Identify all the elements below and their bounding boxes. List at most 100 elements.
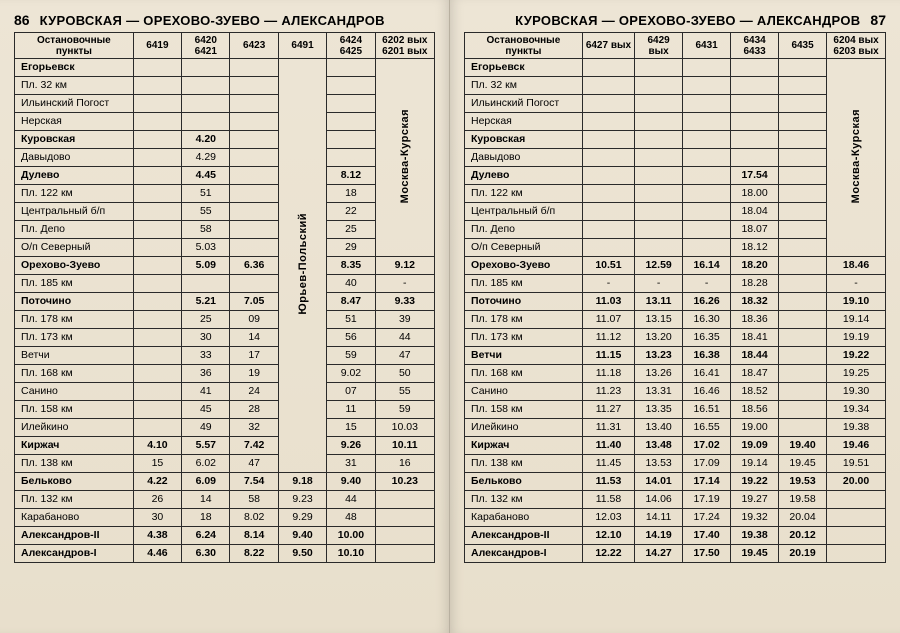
time-cell <box>582 149 634 167</box>
time-cell: 6.02 <box>182 455 230 473</box>
stop-cell: Орехово-Зуево <box>465 257 583 275</box>
time-cell: 11.15 <box>582 347 634 365</box>
stop-cell: Ильинский Погост <box>465 95 583 113</box>
time-cell: 18.12 <box>731 239 779 257</box>
time-cell <box>230 167 278 185</box>
stop-cell: Поточино <box>465 293 583 311</box>
time-cell <box>582 59 634 77</box>
train-col: 6435 <box>779 33 827 59</box>
time-cell <box>635 203 683 221</box>
time-cell: 19.45 <box>779 455 827 473</box>
time-cell <box>683 95 731 113</box>
time-cell: 09 <box>230 311 278 329</box>
time-cell: 18 <box>327 185 375 203</box>
page-number-right: 87 <box>870 12 886 28</box>
time-cell: - <box>683 275 731 293</box>
time-cell <box>133 275 181 293</box>
table-row: Давыдово4.29 <box>15 149 435 167</box>
time-cell <box>582 95 634 113</box>
time-cell: 19.38 <box>827 419 886 437</box>
time-cell <box>779 113 827 131</box>
stop-cell: Илейкино <box>15 419 134 437</box>
route-title-right: КУРОВСКАЯ — ОРЕХОВО-ЗУЕВО — АЛЕКСАНДРОВ <box>515 13 860 28</box>
stop-cell: Александров-I <box>465 545 583 563</box>
time-cell: 9.26 <box>327 437 375 455</box>
table-row: Киржач4.105.577.429.2610.11 <box>15 437 435 455</box>
stop-cell: Пл. 168 км <box>15 365 134 383</box>
time-cell: 50 <box>375 365 434 383</box>
timetable-right: Остановочные пункты 6427 вых 6429вых 643… <box>464 32 886 563</box>
table-row: Александров-II4.386.248.149.4010.00 <box>15 527 435 545</box>
table-row: Александров-I12.2214.2717.5019.4520.19 <box>465 545 886 563</box>
stop-cell: Центральный б/п <box>465 203 583 221</box>
time-cell <box>327 95 375 113</box>
table-row: Куровская4.20 <box>15 131 435 149</box>
route-title-left: КУРОВСКАЯ — ОРЕХОВО-ЗУЕВО — АЛЕКСАНДРОВ <box>40 13 385 28</box>
stop-cell: Ветчи <box>465 347 583 365</box>
stop-cell: Поточино <box>15 293 134 311</box>
time-cell: 16.14 <box>683 257 731 275</box>
stop-cell: Центральный б/п <box>15 203 134 221</box>
table-row: Илейкино49321510.03 <box>15 419 435 437</box>
table-row: Нерская <box>15 113 435 131</box>
time-cell <box>731 113 779 131</box>
time-cell: 19.34 <box>827 401 886 419</box>
time-cell: - <box>582 275 634 293</box>
table-row: Пл. 178 км25095139 <box>15 311 435 329</box>
time-cell <box>779 167 827 185</box>
table-row: Пл. 138 км11.4513.5317.0919.1419.4519.51 <box>465 455 886 473</box>
stop-cell: Пл. 138 км <box>465 455 583 473</box>
time-cell: 10.11 <box>375 437 434 455</box>
time-cell <box>683 113 731 131</box>
time-cell: 9.29 <box>278 509 326 527</box>
table-row: Илейкино11.3113.4016.5519.0019.38 <box>465 419 886 437</box>
right-page: КУРОВСКАЯ — ОРЕХОВО-ЗУЕВО — АЛЕКСАНДРОВ … <box>450 0 900 633</box>
time-cell: 9.40 <box>278 527 326 545</box>
time-cell <box>683 167 731 185</box>
train-col: 64246425 <box>327 33 375 59</box>
time-cell: 14 <box>230 329 278 347</box>
time-cell: 16.55 <box>683 419 731 437</box>
time-cell: 36 <box>182 365 230 383</box>
time-cell: - <box>635 275 683 293</box>
time-cell <box>779 149 827 167</box>
time-cell: 9.40 <box>327 473 375 491</box>
time-cell <box>133 77 181 95</box>
time-cell <box>133 401 181 419</box>
time-cell: 26 <box>133 491 181 509</box>
time-cell: 12.03 <box>582 509 634 527</box>
time-cell <box>327 77 375 95</box>
time-cell <box>683 131 731 149</box>
stop-cell: Пл. 158 км <box>15 401 134 419</box>
time-cell: 8.02 <box>230 509 278 527</box>
time-cell: 12.10 <box>582 527 634 545</box>
table-row: Пл. 138 км156.02473116 <box>15 455 435 473</box>
time-cell: 17.40 <box>683 527 731 545</box>
stop-cell: Нерская <box>465 113 583 131</box>
time-cell: 18.41 <box>731 329 779 347</box>
time-cell: 19.30 <box>827 383 886 401</box>
time-cell: 14.11 <box>635 509 683 527</box>
time-cell <box>133 203 181 221</box>
time-cell <box>731 131 779 149</box>
time-cell: 18 <box>182 509 230 527</box>
time-cell <box>779 185 827 203</box>
table-row: Пл. 173 км30145644 <box>15 329 435 347</box>
time-cell <box>133 383 181 401</box>
time-cell <box>182 275 230 293</box>
time-cell: 13.40 <box>635 419 683 437</box>
time-cell: 47 <box>375 347 434 365</box>
time-cell <box>133 329 181 347</box>
time-cell <box>133 131 181 149</box>
time-cell <box>230 131 278 149</box>
time-cell: 19.10 <box>827 293 886 311</box>
page-number-left: 86 <box>14 12 30 28</box>
time-cell <box>133 419 181 437</box>
time-cell: 19.32 <box>731 509 779 527</box>
time-cell <box>133 257 181 275</box>
time-cell <box>779 383 827 401</box>
time-cell <box>635 167 683 185</box>
stop-cell: Дулево <box>465 167 583 185</box>
table-row: Давыдово <box>465 149 886 167</box>
time-cell: 4.38 <box>133 527 181 545</box>
